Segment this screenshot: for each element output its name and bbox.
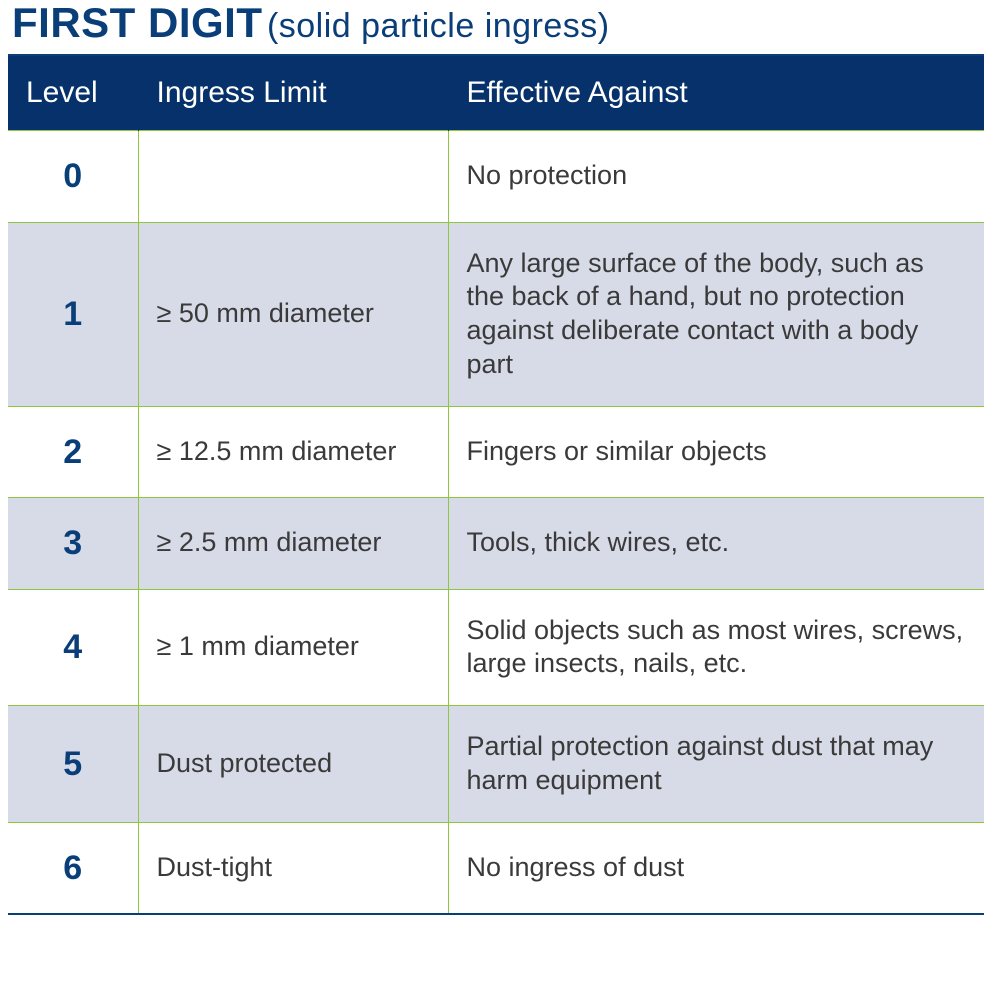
table-header-row: Level Ingress Limit Effective Against	[8, 55, 984, 131]
cell-level: 4	[8, 589, 138, 706]
page-root: FIRST DIGIT (solid particle ingress) Lev…	[0, 0, 992, 923]
cell-limit: ≥ 12.5 mm diameter	[138, 406, 448, 498]
cell-limit: ≥ 2.5 mm diameter	[138, 498, 448, 590]
table-row: 4 ≥ 1 mm diameter Solid objects such as …	[8, 589, 984, 706]
cell-against: Fingers or similar objects	[448, 406, 984, 498]
cell-limit: ≥ 1 mm diameter	[138, 589, 448, 706]
cell-limit	[138, 131, 448, 223]
table-row: 5 Dust protected Partial protection agai…	[8, 706, 984, 823]
cell-level: 0	[8, 131, 138, 223]
cell-against: Any large surface of the body, such as t…	[448, 222, 984, 406]
table-row: 1 ≥ 50 mm diameter Any large surface of …	[8, 222, 984, 406]
col-header-level: Level	[8, 55, 138, 131]
table-row: 3 ≥ 2.5 mm diameter Tools, thick wires, …	[8, 498, 984, 590]
cell-level: 3	[8, 498, 138, 590]
cell-limit: ≥ 50 mm diameter	[138, 222, 448, 406]
cell-against: Partial protection against dust that may…	[448, 706, 984, 823]
cell-against: No protection	[448, 131, 984, 223]
cell-against: Solid objects such as most wires, screws…	[448, 589, 984, 706]
cell-against: Tools, thick wires, etc.	[448, 498, 984, 590]
cell-level: 5	[8, 706, 138, 823]
ip-first-digit-table: Level Ingress Limit Effective Against 0 …	[8, 54, 984, 915]
cell-level: 2	[8, 406, 138, 498]
table-row: 0 No protection	[8, 131, 984, 223]
page-title-sub: (solid particle ingress)	[267, 7, 610, 45]
col-header-against: Effective Against	[448, 55, 984, 131]
cell-level: 1	[8, 222, 138, 406]
page-title: FIRST DIGIT (solid particle ingress)	[8, 0, 984, 54]
cell-against: No ingress of dust	[448, 822, 984, 914]
table-row: 2 ≥ 12.5 mm diameter Fingers or similar …	[8, 406, 984, 498]
page-title-main: FIRST DIGIT	[12, 0, 263, 46]
table-row: 6 Dust-tight No ingress of dust	[8, 822, 984, 914]
cell-level: 6	[8, 822, 138, 914]
col-header-limit: Ingress Limit	[138, 55, 448, 131]
cell-limit: Dust protected	[138, 706, 448, 823]
cell-limit: Dust-tight	[138, 822, 448, 914]
